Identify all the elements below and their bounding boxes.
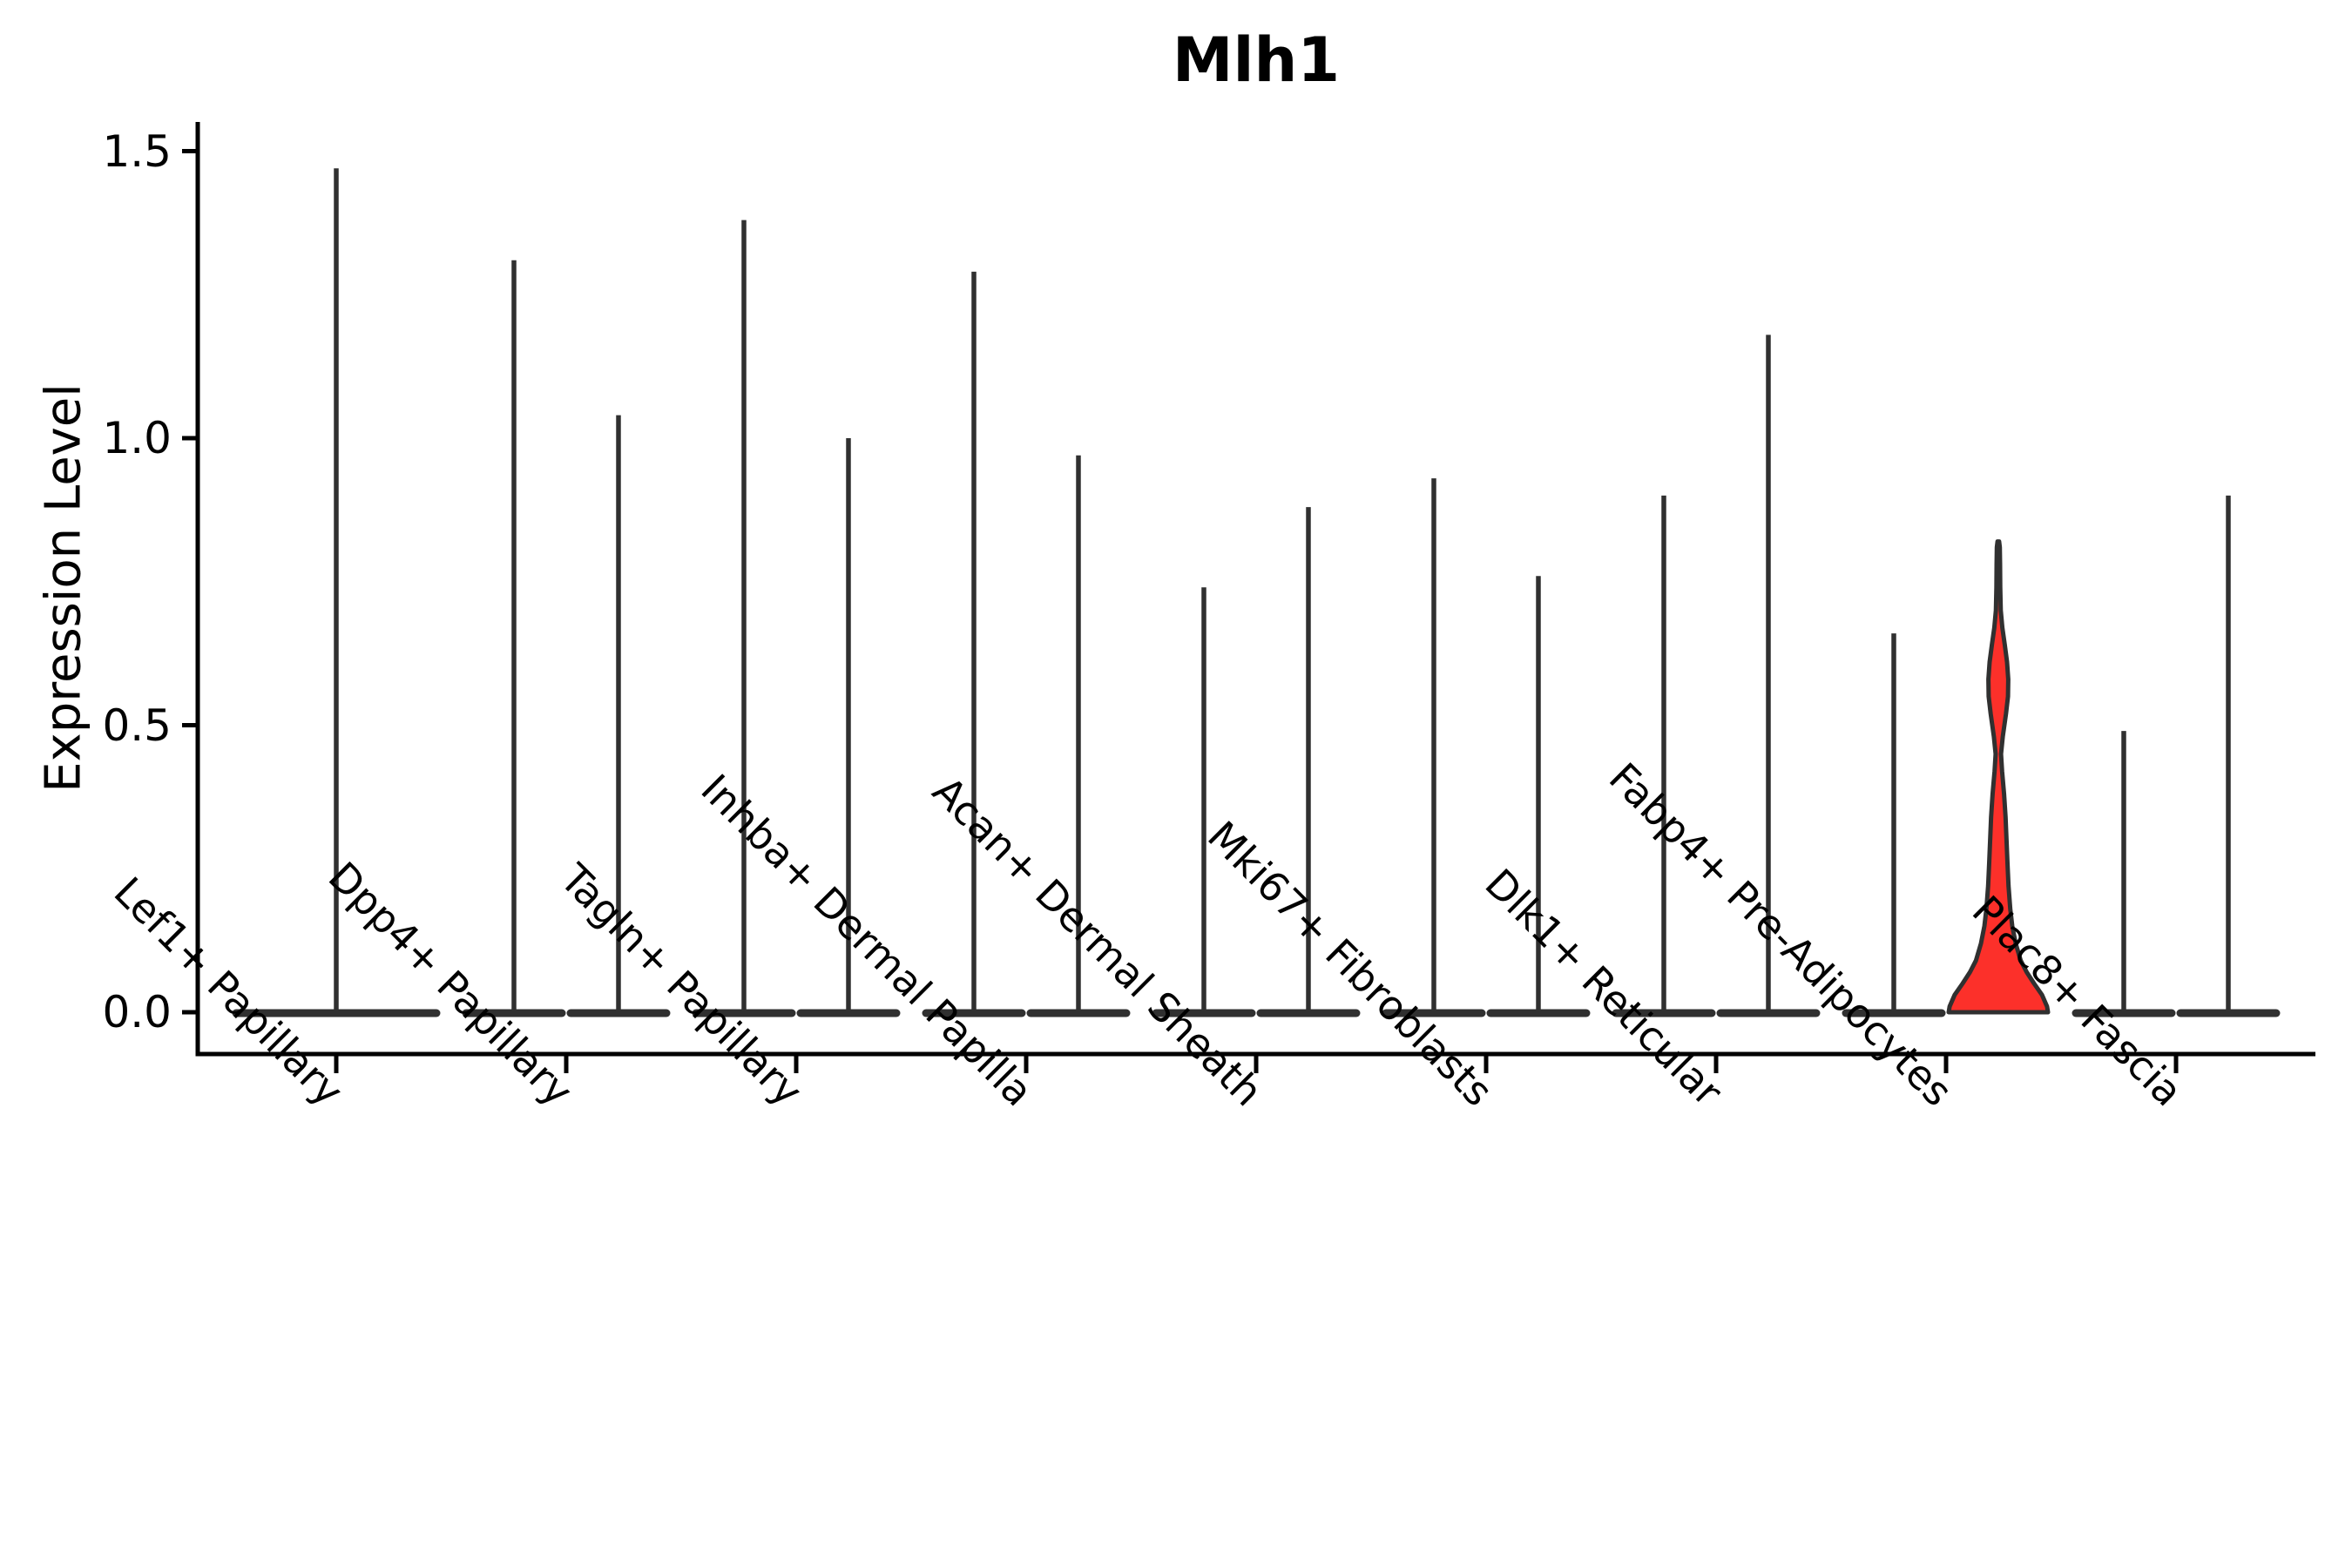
- y-tick-label-1: 0.5: [102, 700, 172, 751]
- highlight-violin: [1946, 539, 2051, 1015]
- y-tick-label-0: 0.0: [102, 987, 172, 1037]
- y-tick-label-2: 1.0: [102, 413, 172, 463]
- y-axis-label: Expression Level: [35, 383, 92, 793]
- chart-title: Mlh1: [1172, 24, 1341, 96]
- y-tick-label-3: 1.5: [102, 126, 172, 177]
